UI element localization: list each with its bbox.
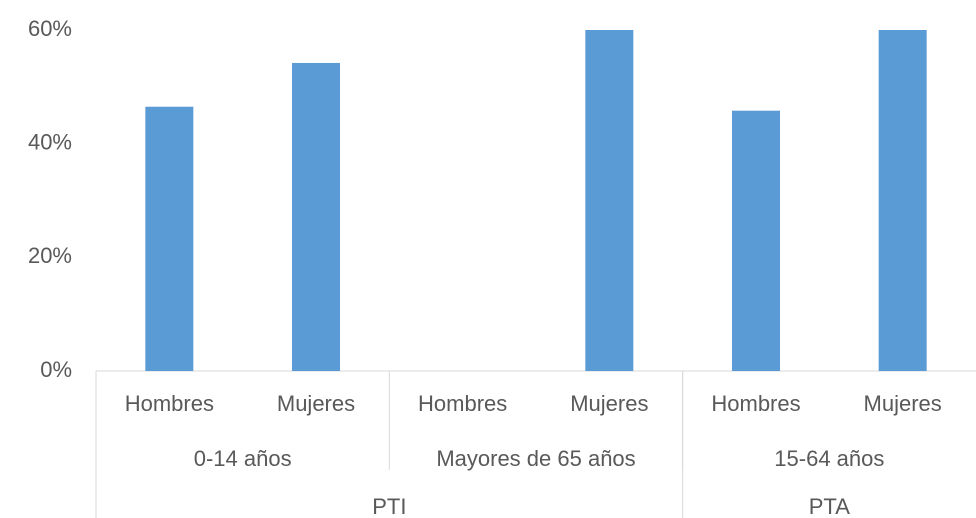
y-tick-label: 0%: [40, 357, 72, 382]
x-tick-label: Mujeres: [570, 391, 648, 416]
bar: [145, 106, 194, 371]
group-label: 0-14 años: [194, 446, 292, 471]
bar: [292, 62, 340, 372]
group-label: 15-64 años: [774, 446, 884, 471]
y-tick-label: 20%: [28, 243, 72, 268]
x-tick-label: Mujeres: [277, 391, 355, 416]
bar: [878, 30, 927, 371]
super-group-label: PTI: [372, 494, 406, 518]
y-tick-label: 60%: [28, 16, 72, 41]
y-tick-label: 40%: [28, 129, 72, 154]
bar: [732, 110, 780, 371]
super-group-label: PTA: [809, 494, 850, 518]
group-label: Mayores de 65 años: [436, 446, 635, 471]
bar: [585, 30, 634, 371]
x-tick-label: Mujeres: [864, 391, 942, 416]
x-tick-label: Hombres: [418, 391, 507, 416]
x-tick-label: Hombres: [125, 391, 214, 416]
x-tick-label: Hombres: [711, 391, 800, 416]
